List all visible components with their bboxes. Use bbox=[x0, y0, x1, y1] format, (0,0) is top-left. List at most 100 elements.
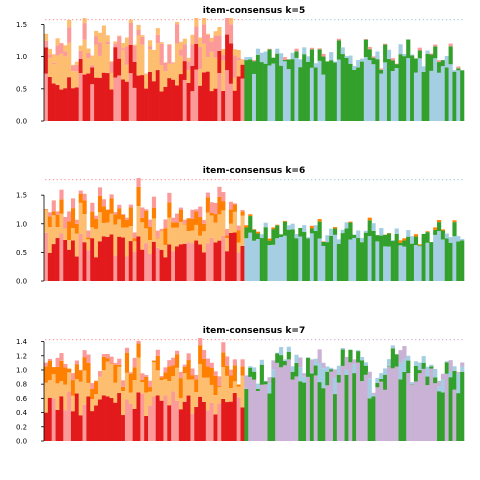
bar-segment bbox=[205, 33, 210, 35]
bar-segment bbox=[117, 236, 122, 281]
annotation-dot bbox=[149, 339, 151, 341]
bar-segment bbox=[321, 245, 326, 281]
bar-segment bbox=[94, 44, 99, 78]
annotation-dot bbox=[241, 19, 243, 21]
bar-segment bbox=[406, 373, 411, 441]
chart-title: item-consensus k=5 bbox=[203, 6, 305, 16]
annotation-dot bbox=[453, 19, 455, 21]
bar-segment bbox=[228, 369, 234, 376]
annotation-dot bbox=[230, 19, 232, 21]
bar-segment bbox=[70, 208, 76, 229]
annotation-dot bbox=[245, 19, 247, 21]
annotation-dot bbox=[218, 179, 220, 181]
bar-segment bbox=[190, 368, 195, 376]
bar-segment bbox=[406, 236, 411, 281]
bar-segment bbox=[132, 252, 137, 281]
bar-segment bbox=[151, 49, 157, 59]
bar-segment bbox=[171, 79, 176, 121]
bar-segment bbox=[344, 356, 349, 370]
bar-segment bbox=[144, 88, 149, 121]
bar-segment bbox=[144, 376, 149, 393]
bar-segment bbox=[433, 229, 438, 235]
bar-segment bbox=[437, 231, 442, 281]
bar-segment bbox=[232, 77, 237, 91]
bar-segment bbox=[209, 51, 214, 92]
annotation-dot bbox=[257, 339, 259, 341]
annotation-dot bbox=[83, 179, 85, 181]
annotation-dot bbox=[118, 179, 120, 181]
annotation-dot bbox=[191, 179, 193, 181]
bar-segment bbox=[232, 49, 237, 56]
annotation-dot bbox=[176, 19, 178, 21]
annotation-dot bbox=[411, 179, 413, 181]
bar-segment bbox=[236, 397, 241, 441]
bar-segment bbox=[186, 379, 191, 396]
bar-segment bbox=[59, 189, 64, 200]
bar-segment bbox=[175, 367, 180, 401]
bar-segment bbox=[97, 32, 103, 43]
annotation-dot bbox=[449, 339, 451, 341]
bar-segment bbox=[375, 59, 380, 121]
bar-segment bbox=[155, 28, 160, 35]
bar-segment bbox=[406, 39, 411, 59]
bar-segment bbox=[63, 410, 68, 441]
bar-segment bbox=[78, 233, 83, 281]
bar-segment bbox=[228, 375, 234, 389]
bar-segment bbox=[313, 67, 318, 121]
bar-segment bbox=[163, 228, 168, 245]
bar-segment bbox=[352, 69, 357, 121]
bar-segment bbox=[221, 342, 226, 353]
bar-segment bbox=[59, 199, 64, 214]
bar-segment bbox=[359, 61, 365, 121]
bar-segment bbox=[182, 366, 187, 374]
bar-segment bbox=[290, 379, 295, 441]
bar-segment bbox=[70, 198, 76, 209]
bar-segment bbox=[375, 241, 380, 281]
bar-segment bbox=[302, 382, 307, 441]
bar-segment bbox=[437, 72, 442, 121]
annotation-dot bbox=[357, 339, 359, 341]
bar-segment bbox=[121, 214, 126, 215]
annotation-dot bbox=[45, 19, 47, 21]
bar-segment bbox=[437, 222, 442, 232]
bar-segment bbox=[460, 366, 465, 372]
annotation-dot bbox=[438, 339, 440, 341]
bar-segment bbox=[332, 227, 338, 229]
annotation-dot bbox=[264, 179, 266, 181]
bar-segment bbox=[151, 362, 157, 397]
bar-segment bbox=[140, 249, 145, 281]
annotation-dot bbox=[341, 19, 344, 21]
bar-segment bbox=[171, 222, 176, 228]
bar-segment bbox=[178, 209, 184, 222]
bar-segment bbox=[201, 72, 207, 121]
bar-segment bbox=[248, 366, 253, 368]
bar-segment bbox=[121, 49, 126, 80]
annotation-dot bbox=[245, 179, 247, 181]
bar-segment bbox=[379, 227, 384, 236]
bar-segment bbox=[236, 230, 241, 243]
annotation-dot bbox=[445, 19, 448, 21]
bar-segment bbox=[298, 227, 303, 237]
bar-segment bbox=[437, 380, 442, 387]
bar-segment bbox=[394, 354, 399, 367]
bar-segment bbox=[94, 405, 99, 441]
annotation-dot bbox=[361, 19, 363, 21]
bar-segment bbox=[402, 54, 407, 57]
bar-segment bbox=[413, 365, 419, 382]
bar-segment bbox=[51, 83, 56, 121]
bar-segment bbox=[217, 403, 222, 441]
bar-segment bbox=[70, 88, 76, 121]
annotation-dot bbox=[357, 179, 359, 181]
bar-segment bbox=[375, 51, 380, 60]
bar-segment bbox=[171, 63, 176, 80]
bar-segment bbox=[201, 220, 207, 224]
bar-segment bbox=[178, 371, 184, 379]
bar-segment bbox=[121, 386, 126, 392]
bar-segment bbox=[332, 394, 338, 441]
bar-segment bbox=[198, 338, 203, 346]
annotation-dot bbox=[268, 19, 270, 21]
bar-segment bbox=[159, 228, 164, 231]
bar-segment bbox=[309, 225, 315, 229]
bar-segment bbox=[444, 361, 449, 363]
bar-segment bbox=[240, 359, 245, 367]
